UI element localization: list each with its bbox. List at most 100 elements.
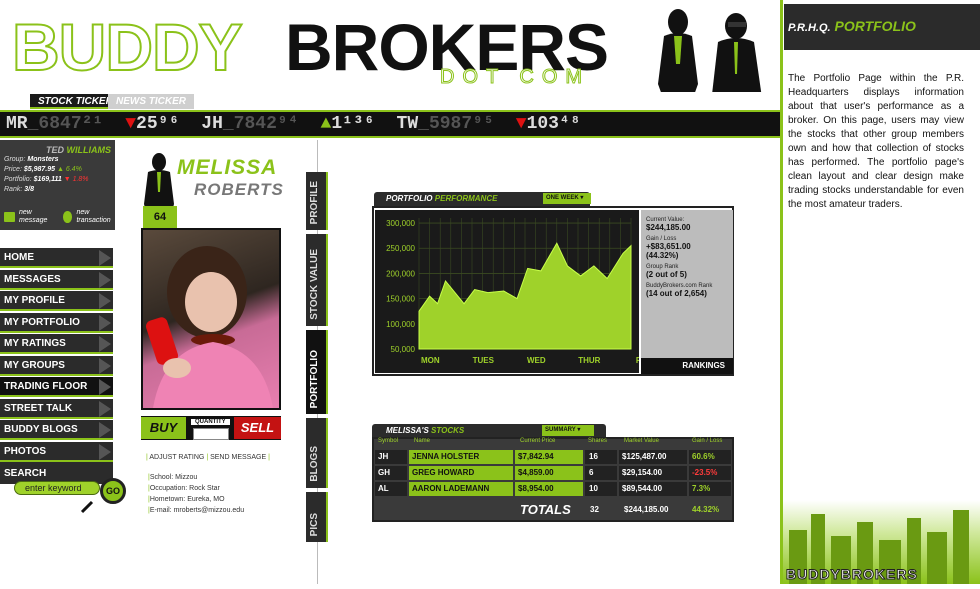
nav-my-ratings[interactable]: MY RATINGS [0, 334, 113, 354]
gain-loss-pct: (44.32%) [646, 251, 679, 260]
search-bar [0, 462, 113, 484]
nav-home[interactable]: HOME [0, 248, 113, 268]
row-price: $7,842.94 [515, 450, 583, 464]
user-summary: TED WILLIAMS Group: Monsters Price: $5,9… [0, 140, 115, 230]
adjust-rating-link[interactable]: ADJUST RATING [149, 454, 205, 461]
row-gain: 7.3% [689, 482, 731, 496]
row-symbol: JH [375, 450, 407, 464]
user-group: Group: Monsters [4, 156, 59, 163]
row-shares: 16 [585, 450, 617, 464]
sidebar-title: P.R.H.Q. PORTFOLIO [788, 18, 916, 34]
logo-buddy-text[interactable]: BUDDY [11, 10, 244, 84]
performance-chart: 50,000 100,000 150,000 200,000 250,000 300,00… [375, 210, 649, 373]
new-message-link[interactable]: new message [19, 209, 48, 224]
ticker-item: MR_6847²¹ [6, 114, 104, 134]
y-tick-label: 200,000 [386, 269, 415, 278]
profile-rank-badge: 64 [143, 206, 177, 228]
y-tick-label: 100,000 [386, 320, 415, 329]
arrow-down-icon: ▼ [515, 114, 527, 134]
row-name[interactable]: AARON LADEMANN [409, 482, 513, 496]
sidebar-logo: BUDDYBROKERS [786, 566, 918, 583]
performance-stats: Current Value: $244,185.00 Gain / Loss +… [641, 210, 733, 358]
profile-hometown: |Hometown: Eureka, MO [148, 496, 225, 503]
group-rank-value: (2 out of 5) [646, 270, 687, 279]
profile-last-name: ROBERTS [194, 180, 284, 199]
vtab-blogs[interactable]: BLOGS [306, 418, 328, 488]
ticker-tab-bar [0, 92, 780, 110]
ticker-item: ▼25⁹⁶ [125, 114, 180, 134]
row-value: $125,487.00 [619, 450, 687, 464]
chart-header [374, 192, 590, 206]
tab-news-ticker[interactable]: NEWS TICKER [108, 94, 194, 109]
nav-photos[interactable]: PHOTOS [0, 442, 113, 462]
transaction-icon[interactable] [63, 211, 73, 223]
buy-button[interactable]: BUY [141, 417, 186, 439]
ticker-item: TW_5987⁹⁵ [396, 114, 494, 134]
ticker-item: ▼103⁴⁸ [515, 114, 581, 134]
nav-messages[interactable]: MESSAGES [0, 270, 113, 290]
row-gain: -23.5% [689, 466, 731, 480]
user-name[interactable]: TED WILLIAMS [45, 145, 111, 155]
gain-loss-value: +$83,651.00 [646, 242, 691, 251]
col-value: Market Value [624, 438, 659, 444]
x-tick-label: THUR [578, 356, 600, 365]
tab-stock-ticker[interactable]: STOCK TICKER [30, 94, 121, 109]
quantity-input[interactable] [193, 428, 229, 440]
city-skyline-graphic [783, 500, 980, 584]
range-dropdown[interactable]: ONE WEEK ▾ [543, 193, 591, 204]
row-shares: 6 [585, 466, 617, 480]
nav-street-talk[interactable]: STREET TALK [0, 399, 113, 419]
total-value: $244,185.00 [624, 505, 669, 514]
row-name[interactable]: GREG HOWARD [409, 466, 513, 480]
logo-brokers-text[interactable]: BROKERS [285, 10, 609, 84]
col-name: Name [414, 438, 431, 444]
search-input[interactable]: enter keyword [14, 481, 100, 495]
nav-my-portfolio[interactable]: MY PORTFOLIO [0, 313, 113, 333]
magnifier-icon [80, 500, 94, 514]
ticker-item: ▲1¹³⁶ [320, 114, 375, 134]
skyline-icon [789, 510, 969, 584]
sidebar-description: The Portfolio Page within the P.R. Headq… [788, 73, 964, 210]
send-message-link[interactable]: SEND MESSAGE [210, 454, 267, 461]
view-dropdown[interactable]: SUMMARY ▾ [542, 425, 594, 436]
quantity-label: QUANTITY [191, 419, 230, 425]
profile-occupation: |Occupation: Rock Star [148, 485, 220, 492]
row-symbol: AL [375, 482, 407, 496]
x-tick-label: WED [527, 356, 546, 365]
sell-button[interactable]: SELL [234, 417, 281, 439]
site-rank-label: BuddyBrokers.com Rank [646, 283, 713, 289]
totals-label: TOTALS [520, 502, 571, 517]
envelope-icon[interactable] [4, 212, 16, 222]
vtab-portfolio[interactable]: PORTFOLIO [306, 330, 328, 414]
user-portfolio: Portfolio: $169,111 ▼ 1.8% [4, 176, 89, 183]
row-gain: 60.6% [689, 450, 731, 464]
row-price: $8,954.00 [515, 482, 583, 496]
nav-my-groups[interactable]: MY GROUPS [0, 356, 113, 376]
profile-first-name: MELISSA [177, 156, 278, 179]
col-symbol: Symbol [378, 438, 399, 444]
profile-photo-art [145, 246, 273, 408]
y-tick-label: 50,000 [391, 345, 416, 354]
row-shares: 10 [585, 482, 617, 496]
go-button[interactable]: GO [100, 478, 126, 504]
current-value-label: Current Value: [646, 217, 685, 223]
profile-actions: | ADJUST RATING | SEND MESSAGE | [146, 454, 270, 461]
new-transaction-link[interactable]: new transaction [76, 209, 111, 224]
vtab-stock-value[interactable]: STOCK VALUE [306, 234, 328, 326]
x-tick-label: FRI [636, 356, 639, 365]
row-name[interactable]: JENNA HOLSTER [409, 450, 513, 464]
performance-chart-svg: 50,000 100,000 150,000 200,000 250,000 300,00… [386, 218, 649, 365]
row-value: $29,154.00 [619, 466, 687, 480]
col-shares: Shares [588, 438, 608, 444]
rankings-button[interactable]: RANKINGS [641, 358, 733, 374]
vtab-pics[interactable]: PICS [306, 492, 328, 542]
site-rank-value: (14 out of 2,654) [646, 289, 707, 298]
x-tick-label: MON [421, 356, 440, 365]
vtab-profile[interactable]: PROFILE [306, 172, 328, 230]
nav-buddy-blogs[interactable]: BUDDY BLOGS [0, 420, 113, 440]
nav-trading-floor[interactable]: TRADING FLOOR [0, 377, 113, 397]
arrow-down-icon: ▼ [125, 114, 137, 134]
total-shares: 32 [590, 505, 599, 514]
nav-my-profile[interactable]: MY PROFILE [0, 291, 113, 311]
series-area [418, 242, 632, 350]
